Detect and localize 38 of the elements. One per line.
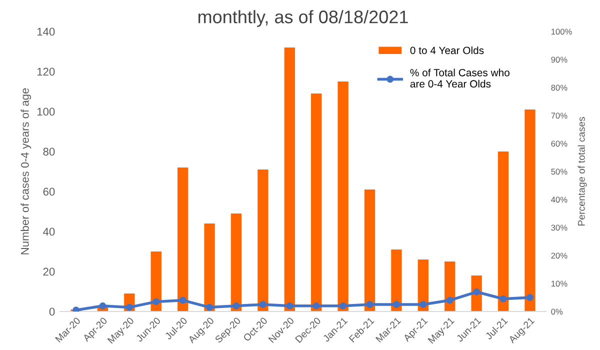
y2-tick-label: 50% (551, 168, 568, 175)
y2-tick-label: 20% (551, 252, 568, 259)
y2-tick-label: 40% (551, 196, 568, 203)
bar (418, 260, 429, 312)
y2-tick-label: 30% (551, 224, 568, 231)
legend-label: % of Total Cases who are 0-4 Year Olds (410, 68, 510, 88)
bar (230, 214, 242, 312)
bar (524, 110, 536, 312)
y-tick-label: 20 (43, 268, 55, 276)
y2-tick-label: 70% (551, 112, 568, 119)
chart-title: monthtly, as of 08/18/2021 (198, 10, 408, 27)
bar (284, 48, 295, 312)
bar (338, 82, 348, 312)
y-tick-label: 40 (43, 228, 55, 236)
y2-tick-label: 100% (551, 28, 572, 35)
bar (258, 170, 268, 312)
bar (311, 94, 322, 312)
bar (177, 168, 188, 312)
y-tick-label: 100 (37, 108, 55, 116)
bar (498, 152, 509, 312)
legend-label: 0 to 4 Year Olds (410, 46, 484, 54)
bar (364, 190, 376, 312)
y-tick-label: 60 (43, 188, 55, 196)
bar (391, 250, 402, 312)
y2-tick-label: 0% (551, 308, 563, 315)
y-tick-label: 140 (37, 28, 55, 36)
y-tick-label: 120 (37, 68, 55, 76)
bar (444, 262, 456, 312)
y-tick-label: 80 (43, 148, 55, 156)
y2-tick-label: 90% (551, 56, 568, 63)
y2-tick-label: 10% (551, 280, 568, 287)
y2-axis-title: Percentage of total cases (578, 116, 587, 226)
y2-tick-label: 80% (551, 84, 568, 91)
bar (204, 224, 215, 312)
y2-tick-label: 60% (551, 140, 568, 147)
y-axis-title: Number of cases 0-4 years of age (20, 88, 32, 254)
bar (150, 252, 162, 312)
y-tick-label: 0 (49, 308, 55, 316)
